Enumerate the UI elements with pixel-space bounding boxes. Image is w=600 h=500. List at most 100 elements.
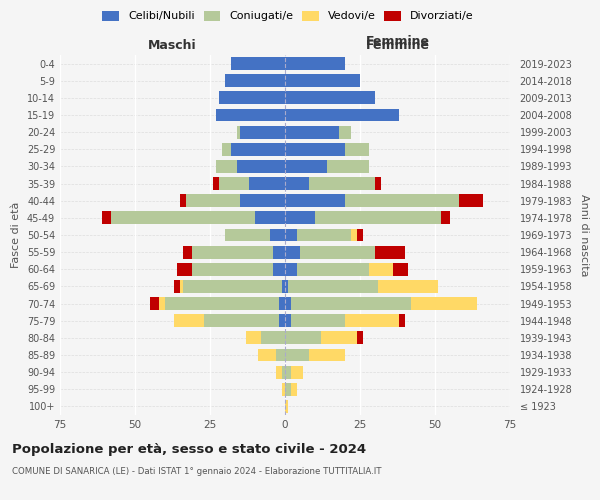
Bar — [279, 314, 285, 327]
Bar — [285, 57, 345, 70]
Bar — [249, 177, 285, 190]
Text: COMUNE DI SANARICA (LE) - Dati ISTAT 1° gennaio 2024 - Elaborazione TUTTITALIA.I: COMUNE DI SANARICA (LE) - Dati ISTAT 1° … — [12, 468, 382, 476]
Bar — [411, 297, 477, 310]
Bar — [186, 194, 240, 207]
Bar — [180, 194, 186, 207]
Bar — [276, 348, 285, 362]
Bar — [285, 143, 345, 156]
Bar — [369, 263, 393, 276]
Bar — [240, 126, 285, 138]
Bar — [357, 228, 363, 241]
Bar — [339, 126, 351, 138]
Bar — [216, 108, 285, 122]
Bar — [174, 314, 204, 327]
Bar — [240, 194, 285, 207]
Y-axis label: Anni di nascita: Anni di nascita — [579, 194, 589, 276]
Bar — [285, 280, 288, 293]
Bar — [285, 383, 291, 396]
Bar — [183, 280, 282, 293]
Text: Femmine: Femmine — [365, 38, 430, 52]
Bar — [279, 297, 285, 310]
Bar — [216, 160, 237, 173]
Bar — [273, 246, 285, 258]
Bar — [246, 332, 261, 344]
Bar — [309, 348, 345, 362]
Bar — [219, 177, 249, 190]
Bar — [285, 263, 297, 276]
Bar — [285, 177, 309, 190]
Bar — [276, 366, 282, 378]
Bar — [111, 212, 255, 224]
Bar — [192, 263, 273, 276]
Bar — [258, 348, 276, 362]
Text: Maschi: Maschi — [148, 38, 197, 52]
Bar — [285, 366, 291, 378]
Bar — [282, 383, 285, 396]
Bar — [321, 332, 357, 344]
Bar — [300, 246, 375, 258]
Text: Femmine: Femmine — [365, 35, 430, 48]
Bar — [159, 297, 165, 310]
Bar — [285, 126, 339, 138]
Bar — [345, 194, 459, 207]
Bar — [285, 194, 345, 207]
Text: Popolazione per età, sesso e stato civile - 2024: Popolazione per età, sesso e stato civil… — [12, 442, 366, 456]
Bar — [270, 228, 285, 241]
Bar — [375, 246, 405, 258]
Bar — [459, 194, 483, 207]
Bar — [192, 246, 273, 258]
Bar — [225, 228, 270, 241]
Bar — [291, 297, 411, 310]
Bar — [282, 280, 285, 293]
Bar — [219, 92, 285, 104]
Bar — [282, 366, 285, 378]
Bar — [309, 177, 375, 190]
Bar — [225, 74, 285, 87]
Bar — [357, 332, 363, 344]
Bar — [285, 212, 315, 224]
Legend: Celibi/Nubili, Coniugati/e, Vedovi/e, Divorziati/e: Celibi/Nubili, Coniugati/e, Vedovi/e, Di… — [103, 10, 473, 22]
Bar — [237, 160, 285, 173]
Bar — [351, 228, 357, 241]
Bar — [231, 57, 285, 70]
Bar — [174, 280, 180, 293]
Bar — [285, 92, 375, 104]
Bar — [441, 212, 450, 224]
Bar — [291, 366, 303, 378]
Bar — [327, 160, 369, 173]
Y-axis label: Fasce di età: Fasce di età — [11, 202, 21, 268]
Bar — [285, 348, 309, 362]
Bar — [285, 228, 297, 241]
Bar — [345, 314, 399, 327]
Bar — [375, 177, 381, 190]
Bar — [285, 400, 288, 413]
Bar — [237, 126, 240, 138]
Bar — [285, 108, 399, 122]
Bar — [285, 332, 321, 344]
Bar — [261, 332, 285, 344]
Bar — [291, 383, 297, 396]
Bar — [273, 263, 285, 276]
Bar — [285, 246, 300, 258]
Bar — [222, 143, 231, 156]
Bar — [288, 280, 378, 293]
Bar — [345, 143, 369, 156]
Bar — [183, 246, 192, 258]
Bar — [393, 263, 408, 276]
Bar — [285, 160, 327, 173]
Bar — [231, 143, 285, 156]
Bar — [297, 228, 351, 241]
Bar — [297, 263, 369, 276]
Bar — [102, 212, 111, 224]
Bar — [315, 212, 441, 224]
Bar — [285, 297, 291, 310]
Bar — [213, 177, 219, 190]
Bar — [285, 314, 291, 327]
Bar — [150, 297, 159, 310]
Bar — [165, 297, 279, 310]
Bar — [378, 280, 438, 293]
Bar — [255, 212, 285, 224]
Bar — [399, 314, 405, 327]
Bar — [204, 314, 279, 327]
Bar — [285, 74, 360, 87]
